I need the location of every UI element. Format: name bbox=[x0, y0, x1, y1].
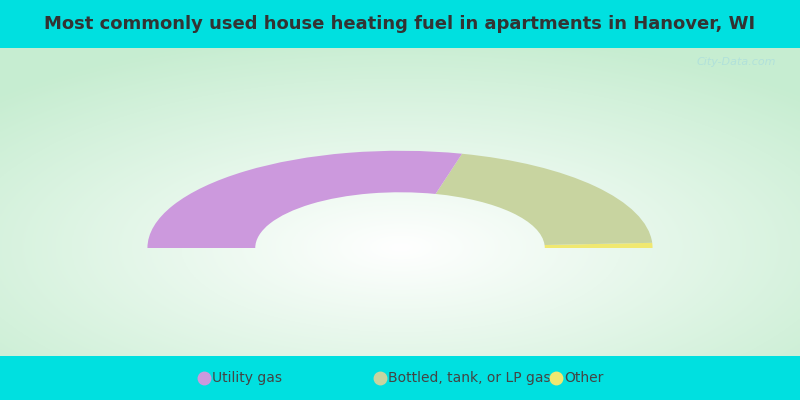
Text: City-Data.com: City-Data.com bbox=[697, 57, 776, 67]
Text: Other: Other bbox=[564, 371, 603, 385]
Wedge shape bbox=[435, 154, 652, 245]
Wedge shape bbox=[147, 151, 462, 248]
Wedge shape bbox=[545, 243, 653, 248]
Text: Bottled, tank, or LP gas: Bottled, tank, or LP gas bbox=[388, 371, 550, 385]
Text: Most commonly used house heating fuel in apartments in Hanover, WI: Most commonly used house heating fuel in… bbox=[45, 15, 755, 33]
Text: Utility gas: Utility gas bbox=[212, 371, 282, 385]
